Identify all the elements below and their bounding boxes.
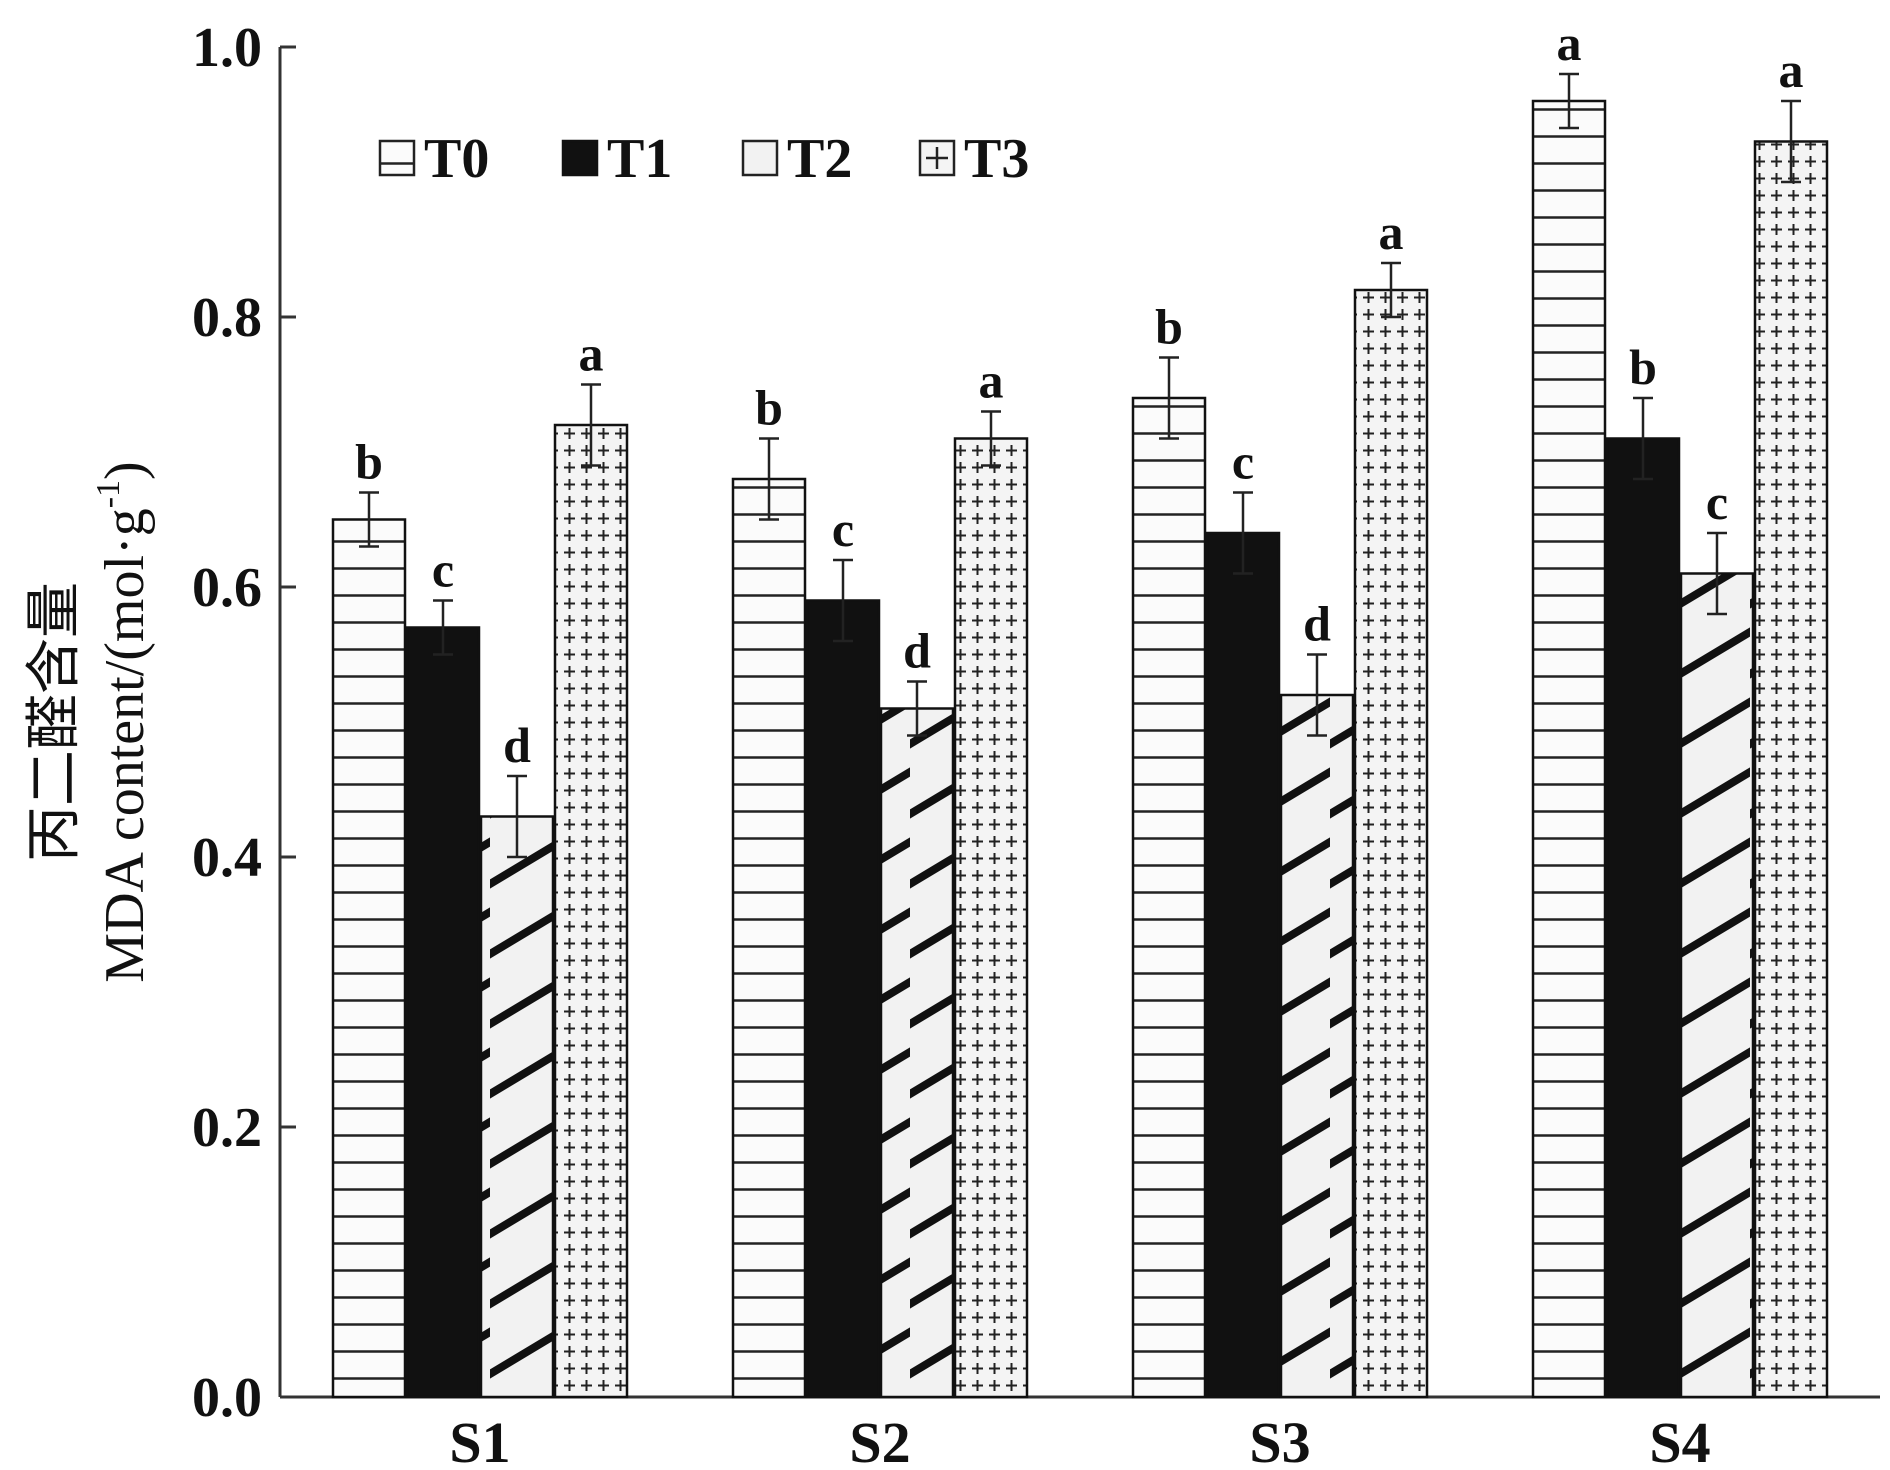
category-label-s1: S1 bbox=[449, 1410, 510, 1470]
legend: T0 T1 T2 T3 bbox=[378, 128, 1029, 190]
bar-t3-s4 bbox=[1753, 140, 1829, 1399]
significance-label: b bbox=[355, 434, 383, 490]
y-tick-label: 0.8 bbox=[192, 287, 262, 349]
bar-t2-s4 bbox=[1679, 572, 1755, 1399]
y-tick-label: 0.2 bbox=[192, 1097, 262, 1159]
bar-t1-s2 bbox=[805, 599, 881, 1399]
legend-label-t0: T0 bbox=[424, 128, 489, 190]
bar-t1-s4 bbox=[1605, 437, 1681, 1399]
bar-t1-s1 bbox=[405, 626, 481, 1399]
legend-swatch-t2 bbox=[741, 139, 779, 177]
bar-t1-s3 bbox=[1205, 531, 1281, 1399]
y-axis-title-en: MDA content/(mol·g-1) bbox=[90, 461, 156, 982]
bar-t3-s1 bbox=[553, 423, 629, 1399]
significance-label: a bbox=[1557, 15, 1582, 71]
bar-t0-s4 bbox=[1531, 99, 1607, 1399]
significance-label: a bbox=[1379, 204, 1404, 260]
significance-label: c bbox=[1706, 474, 1728, 530]
legend-label-t2: T2 bbox=[787, 128, 852, 190]
bar-t0-s2 bbox=[731, 477, 807, 1399]
legend-label-t1: T1 bbox=[607, 128, 672, 190]
bar-t3-s3 bbox=[1353, 288, 1429, 1399]
y-tick-label: 0.4 bbox=[192, 827, 262, 889]
y-tick-label: 0.0 bbox=[192, 1367, 262, 1429]
significance-label: a bbox=[979, 353, 1004, 409]
significance-label: b bbox=[1155, 299, 1183, 355]
category-labels: S1 S2 S3 S4 bbox=[449, 1410, 1710, 1470]
y-tick-label: 1.0 bbox=[192, 17, 262, 79]
legend-swatch-t0 bbox=[378, 139, 416, 177]
significance-label: b bbox=[755, 380, 783, 436]
bar-t2-s3 bbox=[1279, 693, 1355, 1399]
category-label-s3: S3 bbox=[1249, 1410, 1310, 1470]
bar-t0-s1 bbox=[331, 518, 407, 1399]
y-axis-title-cn: 丙二醛含量 bbox=[24, 582, 86, 862]
bar-t0-s3 bbox=[1131, 396, 1207, 1399]
y-tick-label: 0.6 bbox=[192, 557, 262, 619]
category-label-s2: S2 bbox=[849, 1410, 910, 1470]
significance-label: c bbox=[432, 542, 454, 598]
significance-label: b bbox=[1629, 339, 1657, 395]
significance-label: a bbox=[1779, 42, 1804, 98]
legend-swatch-t1 bbox=[561, 139, 599, 177]
category-label-s4: S4 bbox=[1649, 1410, 1710, 1470]
bar-t2-s1 bbox=[479, 815, 555, 1399]
significance-label: a bbox=[579, 326, 604, 382]
significance-label: d bbox=[503, 717, 531, 773]
bar-t2-s2 bbox=[879, 707, 955, 1399]
bar-t3-s2 bbox=[953, 437, 1029, 1399]
y-ticks: 0.0 0.2 0.4 0.6 0.8 1.0 bbox=[192, 17, 296, 1429]
significance-label: d bbox=[1303, 596, 1331, 652]
legend-label-t3: T3 bbox=[964, 128, 1029, 190]
significance-label: d bbox=[903, 623, 931, 679]
significance-label: c bbox=[1232, 434, 1254, 490]
significance-label: c bbox=[832, 501, 854, 557]
y-axis-title: 丙二醛含量 MDA content/(mol·g-1) bbox=[24, 461, 156, 982]
